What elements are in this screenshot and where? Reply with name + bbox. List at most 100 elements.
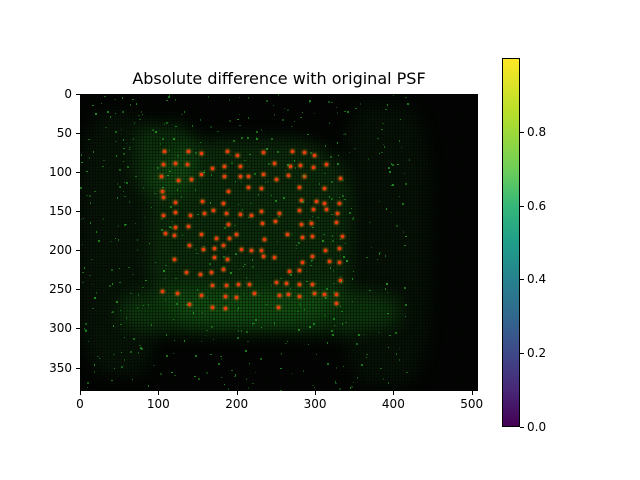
noise-pixel <box>369 289 371 292</box>
noise-pixel <box>313 291 315 294</box>
psf-spot <box>225 284 229 288</box>
noise-pixel <box>111 379 113 382</box>
noise-pixel <box>93 364 96 366</box>
psf-spot <box>177 178 181 182</box>
noise-pixel <box>148 242 151 245</box>
noise-pixel <box>165 264 167 267</box>
psf-spot <box>301 261 305 264</box>
psf-spot <box>288 165 292 169</box>
noise-pixel <box>293 160 296 162</box>
y-tick-mark <box>76 133 80 135</box>
noise-pixel <box>249 153 251 156</box>
x-tick-mark <box>471 391 473 395</box>
noise-pixel <box>378 200 381 203</box>
noise-pixel <box>123 181 126 184</box>
noise-pixel <box>147 385 150 387</box>
colorbar-tick-label: 0.6 <box>527 198 547 213</box>
green-haze-region <box>150 139 350 324</box>
noise-pixel <box>235 253 237 255</box>
noise-pixel <box>224 227 226 229</box>
noise-pixel <box>163 270 165 272</box>
noise-pixel <box>241 209 243 211</box>
x-tick-mark <box>236 391 238 395</box>
noise-pixel <box>114 112 117 115</box>
psf-spot <box>278 212 282 216</box>
noise-pixel <box>121 366 123 368</box>
noise-pixel <box>287 109 289 111</box>
noise-pixel <box>403 172 406 175</box>
noise-pixel <box>354 147 356 150</box>
noise-pixel <box>256 131 258 133</box>
noise-pixel <box>291 233 294 236</box>
noise-pixel <box>378 331 380 334</box>
noise-pixel <box>370 246 373 249</box>
noise-pixel <box>336 142 339 144</box>
psf-spot <box>239 213 243 216</box>
noise-pixel <box>240 177 242 179</box>
x-tick-label: 400 <box>381 397 405 411</box>
noise-pixel <box>383 146 386 148</box>
noise-pixel <box>123 153 125 155</box>
noise-pixel <box>186 303 188 306</box>
noise-pixel <box>155 131 157 133</box>
y-tick-mark <box>76 367 80 369</box>
noise-pixel <box>168 149 171 152</box>
noise-pixel <box>91 283 94 286</box>
noise-pixel <box>171 221 174 223</box>
noise-pixel <box>137 352 140 354</box>
noise-pixel <box>142 187 145 189</box>
psf-spot <box>186 225 190 229</box>
noise-pixel <box>307 343 310 346</box>
noise-pixel <box>150 324 153 326</box>
noise-pixel <box>169 226 171 228</box>
noise-pixel <box>385 208 388 210</box>
noise-pixel <box>113 353 115 355</box>
noise-pixel <box>342 179 344 182</box>
noise-pixel <box>163 123 166 125</box>
noise-pixel <box>330 156 332 158</box>
psf-spot <box>297 185 301 189</box>
noise-pixel <box>120 128 123 131</box>
noise-pixel <box>280 390 282 391</box>
colorbar-tick-mark <box>520 205 524 207</box>
noise-pixel <box>122 111 124 113</box>
noise-pixel <box>119 186 121 188</box>
noise-pixel <box>290 274 292 276</box>
noise-pixel <box>307 133 309 136</box>
pixel-grain <box>80 94 478 391</box>
noise-pixel <box>129 104 132 106</box>
noise-pixel <box>335 382 337 385</box>
noise-pixel <box>390 211 393 214</box>
noise-pixel <box>140 111 143 113</box>
noise-pixel <box>378 152 381 155</box>
noise-pixel <box>115 155 118 157</box>
psf-spot <box>201 247 205 251</box>
noise-pixel <box>331 213 333 216</box>
noise-pixel <box>352 270 355 273</box>
noise-pixel <box>362 333 365 336</box>
noise-pixel <box>285 342 287 345</box>
psf-spot <box>274 220 278 223</box>
psf-spot <box>174 211 178 215</box>
psf-spot <box>299 223 303 227</box>
noise-pixel <box>238 113 241 116</box>
noise-pixel <box>395 332 397 334</box>
noise-pixel <box>237 325 240 328</box>
noise-pixel <box>386 291 389 294</box>
green-haze-bottom-band <box>120 289 400 334</box>
noise-pixel <box>164 299 167 301</box>
x-tick-label: 500 <box>460 397 484 411</box>
noise-pixel <box>166 99 168 102</box>
noise-pixel <box>83 267 86 269</box>
psf-spot <box>262 173 266 177</box>
noise-pixel <box>119 309 122 312</box>
noise-pixel <box>402 231 405 233</box>
noise-pixel <box>231 162 233 164</box>
noise-pixel <box>105 126 107 129</box>
psf-spot <box>210 306 214 310</box>
noise-pixel <box>384 288 387 290</box>
noise-pixel <box>239 124 241 127</box>
y-tick-mark <box>76 211 80 213</box>
noise-pixel <box>344 133 347 135</box>
noise-pixel <box>328 101 330 103</box>
